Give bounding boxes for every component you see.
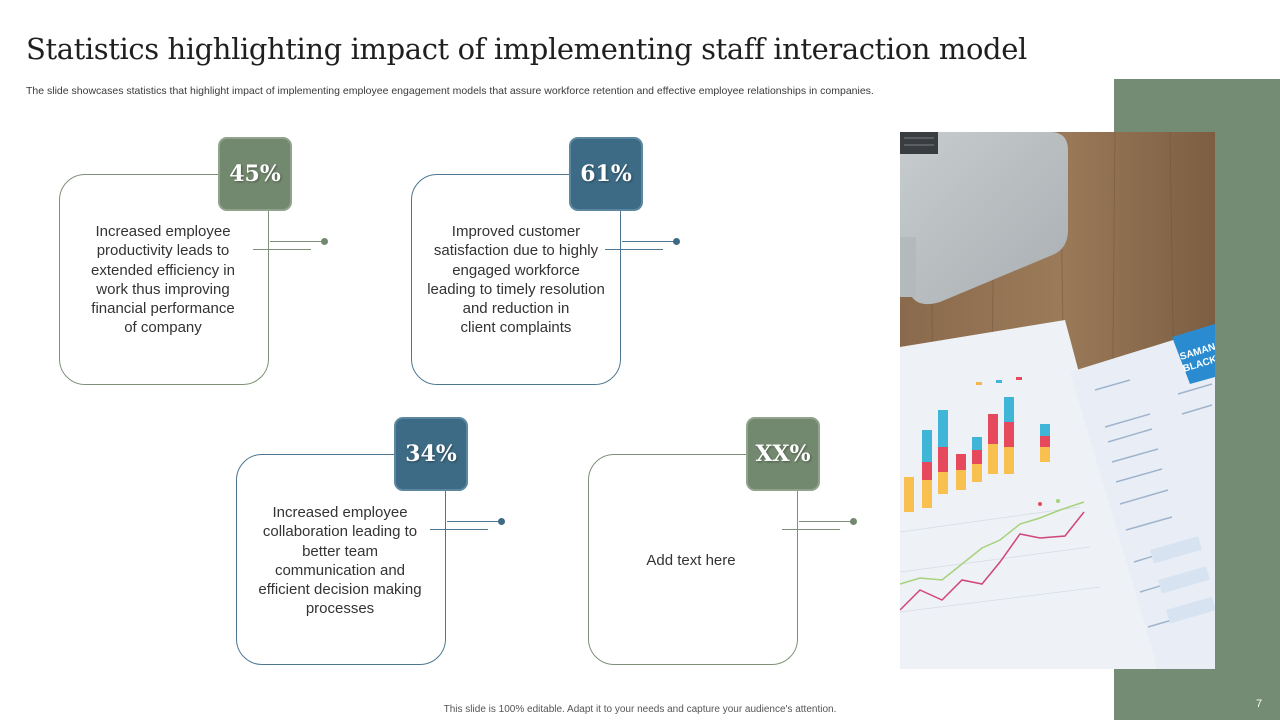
text-line: productivity leads to — [96, 242, 230, 260]
text-line: leading to timely resolution — [427, 280, 605, 298]
text-line: Increased employee — [272, 504, 408, 521]
text-line: client complaints — [460, 319, 572, 337]
connector-line — [253, 249, 311, 250]
connector-line — [622, 241, 674, 242]
desk-photo: SAMAN BLACK — [900, 132, 1215, 669]
text-line: collaboration leading to — [262, 523, 418, 541]
stat-description: Add text here — [596, 551, 786, 570]
text-line: Improved customer — [451, 223, 581, 240]
slide-footer: This slide is 100% editable. Adapt it to… — [443, 704, 837, 715]
connector-dot — [498, 518, 505, 525]
text-line: financial performance — [91, 300, 235, 318]
connector-dot — [850, 518, 857, 525]
stat-badge: 45% — [218, 137, 292, 211]
text-line: satisfaction due to highly — [433, 242, 599, 260]
text-line: Increased employee — [95, 223, 231, 240]
slide-subtitle: The slide showcases statistics that high… — [26, 85, 874, 97]
text-line: work thus improving — [96, 280, 230, 298]
connector-line — [447, 521, 499, 522]
stat-card-frame — [411, 174, 621, 385]
laptop-icon — [900, 132, 1068, 305]
text-line: Add text here — [646, 552, 736, 569]
connector-line — [270, 241, 322, 242]
page-number: 7 — [1256, 698, 1263, 710]
text-line: efficient decision making — [258, 581, 422, 599]
text-line: processes — [305, 600, 375, 618]
stat-percent: XX% — [755, 441, 811, 467]
text-line: engaged workforce — [452, 261, 580, 279]
line-chart-icon — [900, 499, 1101, 613]
stat-percent: 45% — [229, 161, 281, 187]
slide-title: Statistics highlighting impact of implem… — [26, 32, 1027, 66]
bar-chart-icon — [904, 377, 1050, 512]
text-line: of company — [124, 319, 202, 337]
text-line: better team — [302, 542, 378, 560]
stat-badge: XX% — [746, 417, 820, 491]
stat-description: Increased employee productivity leads to… — [72, 222, 254, 338]
stat-percent: 61% — [580, 161, 632, 187]
stat-percent: 34% — [405, 441, 457, 467]
connector-dot — [321, 238, 328, 245]
text-line: communication and — [274, 561, 406, 579]
stat-description: Improved customer satisfaction due to hi… — [416, 222, 616, 338]
connector-line — [605, 249, 663, 250]
connector-line — [799, 521, 851, 522]
connector-dot — [673, 238, 680, 245]
connector-line — [430, 529, 488, 530]
stat-badge: 34% — [394, 417, 468, 491]
connector-line — [782, 529, 840, 530]
resume-document-icon: SAMAN BLACK — [1070, 324, 1215, 669]
stat-description: Increased employee collaboration leading… — [244, 503, 436, 619]
stat-badge: 61% — [569, 137, 643, 211]
text-line: extended efficiency in — [91, 261, 235, 279]
text-line: and reduction in — [462, 300, 570, 318]
